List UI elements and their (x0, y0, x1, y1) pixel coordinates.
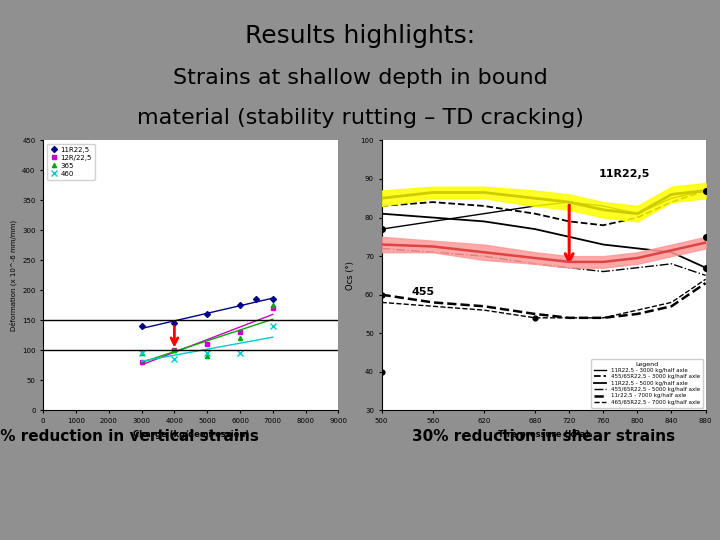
460 (235, 350, 244, 356)
Text: 455: 455 (411, 287, 435, 297)
11R22,5 (170, 320, 179, 327)
11R22,5 (138, 323, 146, 329)
Text: material (stability rutting – TD cracking): material (stability rutting – TD crackin… (137, 108, 583, 128)
Point (376, 291, 387, 299)
Legend: 11R22,5, 12R/22,5, 365, 460: 11R22,5, 12R/22,5, 365, 460 (47, 144, 95, 180)
12R/22,5 (235, 329, 244, 336)
365 (203, 353, 212, 360)
Line: 365: 365 (140, 303, 275, 359)
12R/22,5 (170, 347, 179, 354)
Point (700, 186, 711, 195)
11R22,5 (269, 296, 277, 302)
365 (269, 302, 277, 309)
Text: Results highlights:: Results highlights: (245, 24, 475, 48)
Point (376, 225, 387, 233)
365 (235, 335, 244, 342)
Line: 12R/22,5: 12R/22,5 (140, 306, 275, 364)
Line: 11R22,5: 11R22,5 (140, 298, 275, 328)
X-axis label: Tire pressure (kPa): Tire pressure (kPa) (498, 430, 589, 438)
460 (138, 350, 146, 356)
12R/22,5 (269, 305, 277, 312)
Text: 11R22,5: 11R22,5 (599, 169, 650, 179)
Y-axis label: Ocs (°): Ocs (°) (346, 261, 355, 290)
Text: 33% reduction in vertical strains: 33% reduction in vertical strains (0, 429, 258, 444)
365 (170, 347, 179, 354)
Y-axis label: Déformation (x 10^-6 mm/mm): Déformation (x 10^-6 mm/mm) (9, 220, 17, 331)
Text: Strains at shallow depth in bound: Strains at shallow depth in bound (173, 68, 547, 87)
11R22,5 (235, 302, 244, 309)
Point (700, 264, 711, 272)
11R22,5 (203, 311, 212, 318)
Point (376, 368, 387, 376)
460 (269, 323, 277, 329)
X-axis label: Charge (kg/demi-essieu): Charge (kg/demi-essieu) (132, 430, 249, 438)
12R/22,5 (203, 341, 212, 348)
Point (529, 314, 541, 322)
460 (203, 350, 212, 356)
Line: 460: 460 (139, 323, 276, 362)
365 (138, 350, 146, 356)
Legend: 11R22,5 - 3000 kg/half axle, 455/65R22,5 - 3000 kg/half axle, 11R22,5 - 5000 kg/: 11R22,5 - 3000 kg/half axle, 455/65R22,5… (591, 359, 703, 408)
12R/22,5 (138, 359, 146, 366)
Point (700, 233, 711, 241)
460 (170, 356, 179, 363)
11R22,5 (252, 296, 261, 302)
Text: 30% reduction in shear strains: 30% reduction in shear strains (412, 429, 675, 444)
